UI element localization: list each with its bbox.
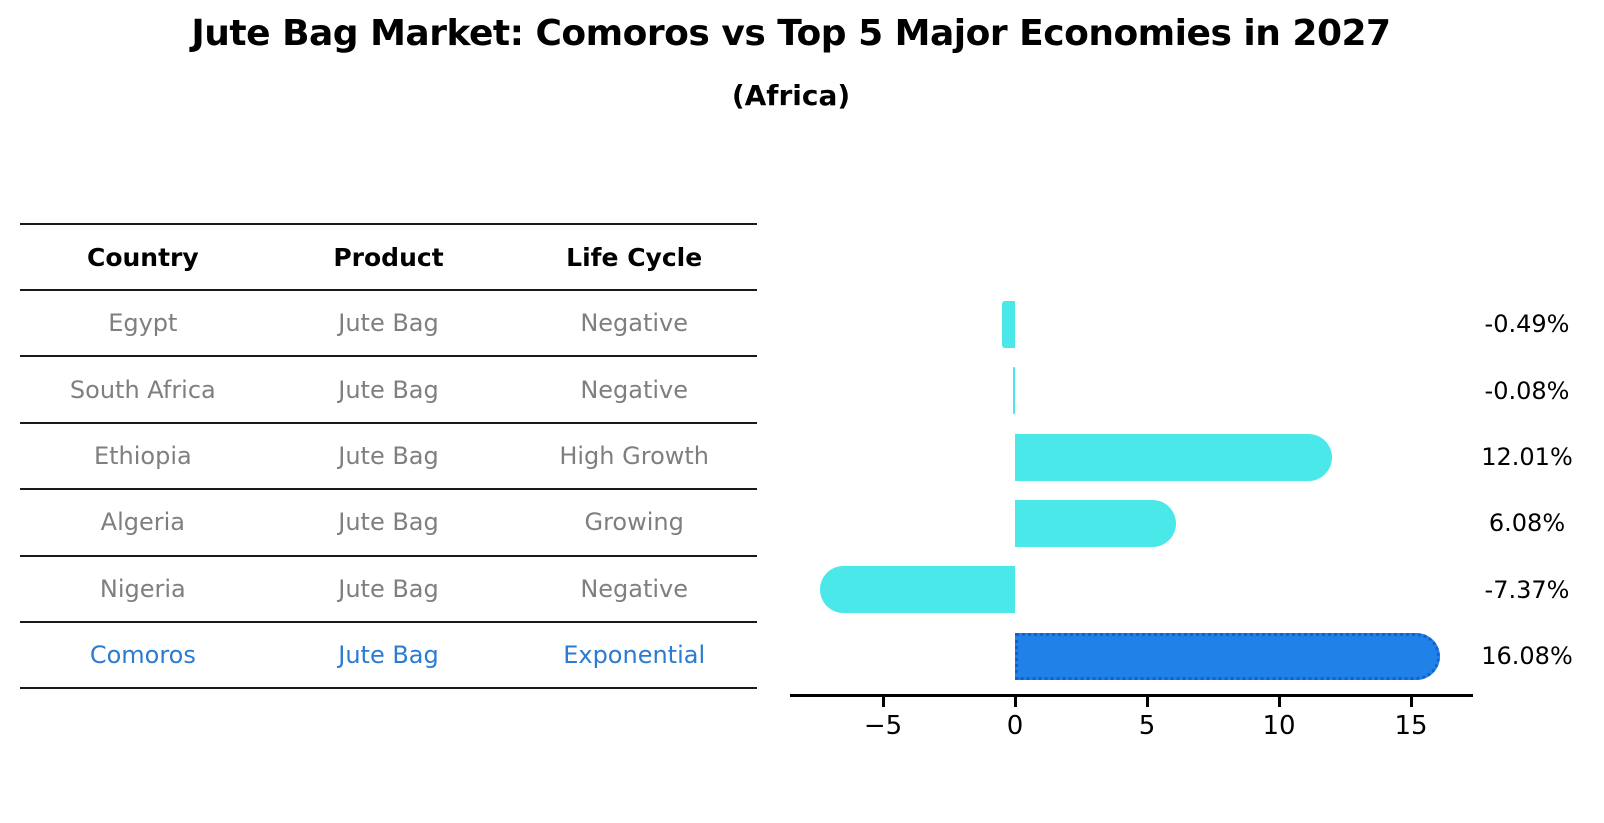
table-cell-product: Jute Bag (338, 375, 439, 404)
table-cell-product: Jute Bag (338, 309, 439, 338)
table-cell-product: Jute Bag (338, 508, 439, 537)
value-label-nigeria: -7.37% (1484, 575, 1570, 604)
table-cell-country: Ethiopia (93, 441, 192, 470)
table-row-ethiopia: Ethiopia Jute Bag High Growth (20, 424, 757, 491)
table-cell-country: South Africa (69, 375, 216, 404)
value-label-south-africa: -0.08% (1484, 376, 1570, 405)
x-tick-mark-15 (1409, 697, 1413, 707)
table-header-cell-product: Product (333, 242, 444, 272)
x-tick-label-10: 10 (1262, 711, 1296, 741)
bar-algeria (1015, 499, 1176, 547)
table-header-row: Country Product Life Cycle (20, 225, 757, 291)
table-row-algeria: Algeria Jute Bag Growing (20, 490, 757, 557)
table-cell-product: Jute Bag (338, 574, 439, 603)
bar-ethiopia (1015, 433, 1333, 481)
table-row-nigeria: Nigeria Jute Bag Negative (20, 557, 757, 623)
x-tick-label-15: 15 (1394, 711, 1428, 741)
x-tick-mark--5 (881, 697, 885, 707)
table-cell-country: Comoros (89, 641, 196, 670)
chart-subtitle: (Africa) (731, 79, 851, 112)
table-header-cell-life-cycle: Life Cycle (566, 242, 703, 272)
x-tick-mark-0 (1013, 697, 1017, 707)
x-tick-label-5: 5 (1138, 711, 1156, 741)
table-row-south-africa: South Africa Jute Bag Negative (20, 357, 757, 424)
value-label-ethiopia: 12.01% (1481, 443, 1573, 471)
table-cell-country: Nigeria (99, 574, 186, 603)
table-cell-life-cycle: Negative (580, 574, 689, 603)
bar-comoros (1015, 632, 1440, 680)
x-tick-mark-10 (1277, 697, 1281, 707)
table-body: Egypt Jute Bag Negative South Africa Jute Ba… (20, 291, 757, 690)
summary-table: Country Product Life Cycle Egypt Jute Bag Ne… (20, 223, 757, 690)
table-cell-product: Jute Bag (338, 441, 439, 470)
table-cell-product: Jute Bag (338, 641, 439, 670)
table-row-egypt: Egypt Jute Bag Negative (20, 291, 757, 358)
bar-egypt (1002, 300, 1015, 348)
value-label-algeria: 6.08% (1488, 509, 1566, 538)
table-cell-life-cycle: Negative (580, 309, 689, 338)
bar-nigeria (820, 566, 1015, 614)
table-header-cell-country: Country (86, 242, 199, 272)
table-cell-life-cycle: Growing (584, 508, 684, 537)
x-tick-label--5: −5 (863, 711, 903, 741)
bar-south-africa (1012, 367, 1015, 415)
x-axis-line (790, 694, 1473, 697)
x-tick-label-0: 0 (1006, 711, 1024, 741)
value-label-egypt: -0.49% (1484, 310, 1570, 339)
table-cell-life-cycle: Exponential (563, 641, 706, 670)
table-cell-life-cycle: Negative (580, 375, 689, 404)
table-cell-life-cycle: High Growth (559, 441, 710, 470)
table-row-comoros: Comoros Jute Bag Exponential (20, 623, 757, 690)
value-label-comoros: 16.08% (1481, 642, 1573, 671)
table-cell-country: Algeria (100, 508, 185, 537)
chart-title: Jute Bag Market: Comoros vs Top 5 Major … (191, 13, 1391, 54)
table-cell-country: Egypt (108, 309, 178, 338)
x-tick-mark-5 (1145, 697, 1149, 707)
